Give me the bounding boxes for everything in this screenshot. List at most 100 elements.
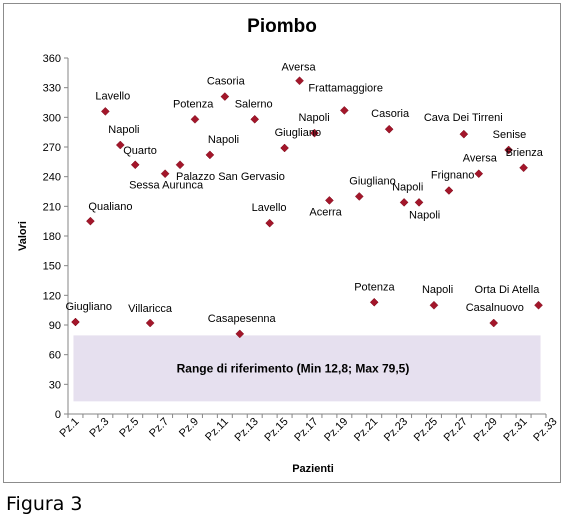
data-point	[325, 196, 334, 205]
y-tick-label: 180	[43, 231, 61, 243]
reference-range-band	[73, 335, 541, 402]
x-tick-label: Pz.7	[147, 416, 171, 440]
data-label: Aversa	[463, 153, 498, 165]
data-labels: Giugliano Qualiano Lavello Napoli Quarto Vill…	[65, 62, 543, 325]
y-axis-title: Valori	[17, 221, 29, 251]
data-label: Napoli	[208, 134, 239, 146]
data-label: Frattamaggiore	[308, 82, 383, 94]
data-point	[205, 150, 215, 160]
data-point	[519, 163, 528, 173]
x-tick-label: Pz.29	[471, 416, 499, 444]
data-point	[265, 218, 275, 228]
y-tick-label: 150	[43, 261, 61, 273]
data-point	[220, 92, 230, 101]
chart-frame: Piombo Range di riferimento (Min 12,8; M…	[3, 3, 561, 483]
data-point	[429, 300, 439, 310]
x-tick-label: Pz.21	[352, 416, 380, 444]
data-point	[130, 160, 140, 170]
x-tick-label: Pz.19	[322, 416, 350, 444]
data-point	[384, 124, 394, 134]
x-tick-label: Pz.13	[232, 416, 260, 444]
data-point	[115, 140, 125, 150]
figure-caption: Figura 3	[6, 493, 83, 515]
data-point	[504, 145, 514, 155]
data-label: Casoria	[371, 108, 410, 120]
y-tick-label: 30	[49, 379, 61, 391]
data-label: Giugliano	[65, 301, 111, 313]
data-point	[310, 128, 319, 138]
data-label: Brienza	[506, 147, 544, 159]
y-tick-label: 210	[43, 201, 61, 213]
data-point	[474, 169, 484, 179]
y-tick-label: 120	[43, 290, 61, 302]
data-label: Qualiano	[88, 201, 132, 213]
data-label: Senise	[493, 129, 527, 141]
data-label: Casoria	[207, 76, 246, 88]
data-label: Napoli	[108, 124, 139, 136]
x-axis-title: Pazienti	[292, 463, 334, 475]
data-label: Napoli	[409, 209, 440, 221]
data-label: Acerra	[309, 206, 342, 218]
data-label: Giugliano	[349, 175, 395, 187]
data-point	[489, 318, 499, 328]
data-label: Palazzo San Gervasio	[176, 171, 285, 183]
data-point	[280, 143, 289, 153]
y-tick-label: 270	[43, 142, 61, 154]
x-tick-label: Pz.1	[58, 416, 82, 440]
data-label: Lavello	[95, 90, 130, 102]
data-point	[160, 169, 170, 179]
x-axis-ticks: Pz.1 Pz.3 Pz.5 Pz.7 Pz.9 Pz.11 Pz.13 Pz.15 Pz.17…	[58, 414, 560, 444]
chart-title: Piombo	[247, 16, 317, 37]
y-tick-label: 300	[43, 112, 61, 124]
data-label: Salerno	[235, 98, 273, 110]
data-point	[190, 114, 200, 124]
data-point	[235, 329, 245, 339]
x-tick-label: Pz.27	[442, 416, 470, 444]
data-point	[354, 192, 364, 201]
y-tick-label: 240	[43, 172, 61, 184]
y-tick-label: 60	[49, 350, 61, 362]
x-tick-label: Pz.23	[382, 416, 410, 444]
data-point	[444, 186, 454, 195]
x-tick-label: Pz.15	[262, 416, 290, 444]
data-point	[534, 300, 543, 310]
data-label: Quarto	[123, 145, 157, 157]
chart-svg: Piombo Range di riferimento (Min 12,8; M…	[17, 16, 560, 475]
x-tick-label: Pz.33	[531, 416, 559, 444]
data-label: Villaricca	[128, 303, 173, 315]
data-label: Napoli	[298, 112, 329, 124]
data-label: Potenza	[173, 98, 214, 110]
data-label: Potenza	[354, 281, 395, 293]
x-tick-label: Pz.25	[412, 416, 440, 444]
data-point	[369, 297, 379, 307]
y-tick-label: 330	[43, 83, 61, 95]
data-point	[145, 318, 155, 328]
x-tick-label: Pz.11	[203, 416, 231, 444]
data-label: Napoli	[422, 284, 453, 296]
data-point	[295, 76, 304, 86]
data-label: Cava Dei Tirreni	[424, 112, 503, 124]
data-label: Casalnuovo	[466, 302, 524, 314]
data-label: Napoli	[392, 181, 423, 193]
data-point	[339, 106, 349, 115]
data-point	[86, 216, 95, 226]
data-point	[414, 198, 424, 207]
x-tick-label: Pz.9	[177, 416, 201, 440]
data-point	[399, 198, 409, 207]
data-label: Casapesenna	[208, 313, 277, 325]
data-label: Frignano	[431, 170, 474, 182]
data-point	[250, 114, 260, 124]
y-tick-label: 90	[49, 320, 61, 332]
data-label: Giugliano	[275, 127, 321, 139]
data-point	[175, 160, 185, 170]
data-label: Sessa Aurunca	[129, 180, 204, 192]
data-label: Lavello	[252, 202, 287, 214]
x-tick-label: Pz.17	[292, 416, 320, 444]
y-tick-label: 0	[55, 409, 61, 421]
data-points	[71, 76, 543, 339]
data-point	[71, 317, 80, 327]
data-label: Orta Di Atella	[475, 284, 541, 296]
x-tick-label: Pz.5	[117, 416, 141, 440]
data-label: Aversa	[282, 62, 317, 74]
data-point	[100, 107, 110, 116]
